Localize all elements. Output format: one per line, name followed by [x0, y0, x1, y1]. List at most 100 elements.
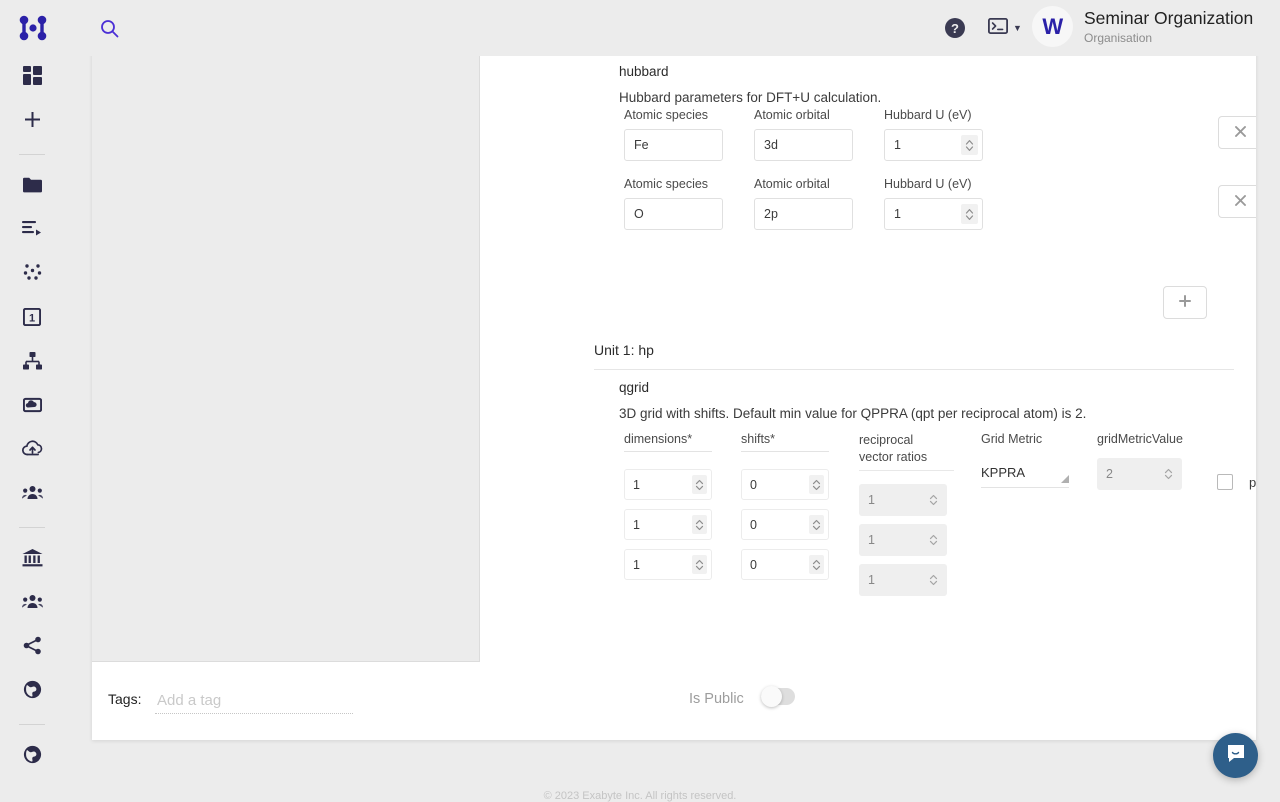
prefer-grid-metric-checkbox[interactable]: preferGridMetric — [1217, 474, 1256, 490]
ratio-input-wrapper — [859, 484, 947, 516]
qgrid-title: qgrid — [619, 380, 650, 395]
hubbard-field-group: hubbard Hubbard parameters for DFT+U cal… — [619, 64, 1256, 319]
remove-row-button[interactable] — [1218, 185, 1256, 218]
grid-metric-value-input — [1097, 458, 1182, 490]
sidebar-item-share[interactable] — [0, 626, 64, 670]
checkbox-icon — [1217, 474, 1233, 490]
atomic-orbital-input[interactable] — [754, 129, 853, 161]
grid-metric-label: Grid Metric — [981, 432, 1043, 446]
shifts-column: shifts* — [741, 432, 829, 589]
sidebar-item-explore[interactable] — [0, 670, 64, 714]
grid-metric-value-label: gridMetricValue — [1097, 432, 1183, 446]
qgrid-description: 3D grid with shifts. Default min value f… — [619, 406, 1087, 421]
people-group-icon — [21, 594, 43, 614]
cloud-upload-icon — [21, 440, 43, 462]
left-preview-pane — [92, 42, 480, 662]
workflow-list-icon — [22, 220, 42, 242]
share-icon — [23, 636, 42, 660]
shift-input-wrapper — [741, 469, 829, 500]
hubbard-u-label: Hubbard U (eV) — [884, 177, 972, 191]
main-content-card: hubbard Hubbard parameters for DFT+U cal… — [92, 42, 1256, 740]
stepper-icon — [927, 491, 940, 509]
stepper-icon[interactable] — [809, 475, 824, 494]
atomic-orbital-input[interactable] — [754, 198, 853, 230]
organization-menu[interactable]: W Seminar Organization Organisation — [1032, 6, 1253, 47]
sidebar-item-units[interactable]: 1 — [0, 297, 64, 341]
search-icon[interactable] — [96, 15, 122, 41]
ratios-input-0 — [859, 484, 947, 516]
reciprocal-vector-ratios-column: reciprocal vector ratios — [859, 432, 954, 604]
shift-input-wrapper — [741, 549, 829, 580]
sidebar-item-workflows[interactable] — [0, 209, 64, 253]
atomic-species-label: Atomic species — [624, 177, 709, 191]
prefer-grid-metric-label: preferGridMetric — [1249, 474, 1256, 490]
svg-text:1: 1 — [29, 312, 35, 324]
grid-metric-value-column: gridMetricValue — [1097, 432, 1189, 498]
sidebar-item-sitemap[interactable] — [0, 341, 64, 385]
bank-icon — [22, 548, 43, 572]
sitemap-icon — [22, 351, 42, 375]
tags-footer-bar: Tags: Is Public — [92, 662, 1256, 740]
left-navigation-rail: 1 — [0, 56, 64, 800]
grid-metric-column: Grid Metric KPPRA — [981, 432, 1073, 488]
sidebar-item-materials[interactable] — [0, 253, 64, 297]
shifts-label: shifts* — [741, 432, 829, 452]
grid-metric-value-wrapper — [1097, 458, 1182, 490]
stepper-icon[interactable] — [809, 555, 824, 574]
dimensions-column: dimensions* — [624, 432, 712, 589]
dropdown-arrow-icon — [1061, 475, 1069, 483]
stepper-icon[interactable] — [692, 515, 707, 534]
shifts-input-2[interactable] — [741, 549, 829, 580]
globe-icon — [23, 680, 42, 704]
hubbard-description: Hubbard parameters for DFT+U calculation… — [619, 90, 882, 105]
grid-metric-select[interactable]: KPPRA — [981, 458, 1069, 488]
organization-subtitle: Organisation — [1084, 30, 1153, 45]
sidebar-divider-3 — [19, 724, 45, 725]
sidebar-item-organization[interactable] — [0, 538, 64, 582]
mat3ra-logo-icon[interactable] — [18, 14, 48, 42]
dashboard-grid-icon — [22, 66, 42, 90]
sidebar-item-accounts[interactable] — [0, 582, 64, 626]
stepper-icon[interactable] — [809, 515, 824, 534]
add-row-button[interactable] — [1163, 286, 1207, 319]
organization-name: Seminar Organization — [1084, 7, 1254, 28]
ratio-input-wrapper — [859, 524, 947, 556]
svg-text:?: ? — [951, 21, 959, 36]
form-scroll-pane[interactable]: hubbard Hubbard parameters for DFT+U cal… — [480, 42, 1256, 662]
stepper-icon[interactable] — [692, 475, 707, 494]
chat-launcher-button[interactable] — [1213, 733, 1258, 778]
sidebar-item-create[interactable] — [0, 100, 64, 144]
folder-icon — [22, 176, 42, 198]
plus-icon — [1179, 295, 1191, 310]
stepper-icon[interactable] — [692, 555, 707, 574]
help-circle-icon[interactable]: ? — [944, 17, 966, 39]
sidebar-item-upload[interactable] — [0, 429, 64, 473]
dimension-input-wrapper — [624, 549, 712, 580]
is-public-toggle[interactable] — [761, 686, 795, 707]
ratios-input-2 — [859, 564, 947, 596]
tag-input[interactable] — [155, 688, 353, 714]
stepper-icon — [1162, 465, 1175, 483]
atomic-species-input[interactable] — [624, 129, 723, 161]
chevron-down-icon: ▼ — [1013, 22, 1022, 33]
sidebar-divider-2 — [19, 527, 45, 528]
ratios-label-line2: vector ratios — [859, 450, 928, 464]
chat-bubble-icon — [1224, 741, 1248, 770]
toggle-knob — [761, 686, 782, 707]
close-x-icon — [1234, 125, 1246, 140]
remove-row-button[interactable] — [1218, 116, 1256, 149]
dimensions-input-2[interactable] — [624, 549, 712, 580]
stepper-icon[interactable] — [961, 204, 978, 224]
sidebar-item-team[interactable] — [0, 473, 64, 517]
dimension-input-wrapper — [624, 509, 712, 540]
sidebar-item-cloud-storage[interactable] — [0, 385, 64, 429]
sidebar-item-web[interactable] — [0, 735, 64, 779]
globe-outline-icon — [23, 745, 42, 769]
atomic-species-input[interactable] — [624, 198, 723, 230]
people-group-icon — [21, 485, 43, 505]
terminal-menu-button[interactable]: ▼ — [987, 17, 1022, 39]
sidebar-item-dashboard[interactable] — [0, 56, 64, 100]
sidebar-item-folder[interactable] — [0, 165, 64, 209]
terminal-icon — [987, 17, 1009, 39]
stepper-icon[interactable] — [961, 135, 978, 155]
